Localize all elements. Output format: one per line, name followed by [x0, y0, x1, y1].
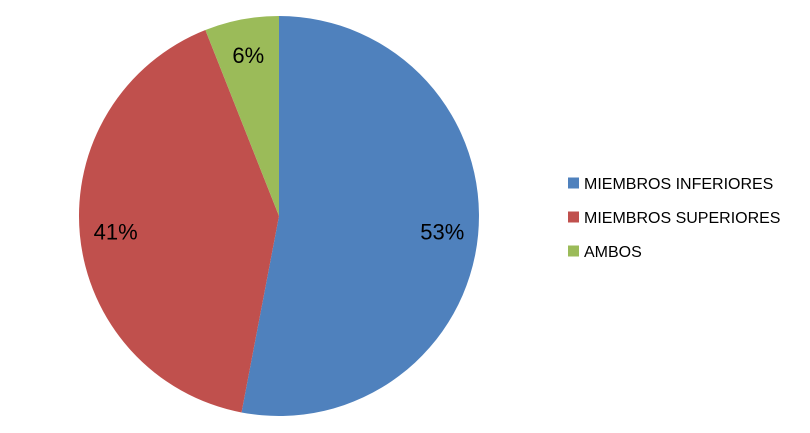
legend-swatch-2	[568, 211, 579, 223]
pie-slices	[78, 16, 479, 416]
pie-data-labels: 53% 41% 6%	[94, 43, 465, 244]
legend-entry-1: MIEMBROS INFERIORES	[584, 176, 773, 193]
pie-data-label-1: 53%	[420, 219, 464, 244]
pie-slice-3	[205, 16, 279, 216]
legend-entry-2: MIEMBROS SUPERIORES	[584, 210, 780, 227]
legend-swatch-3	[568, 245, 579, 257]
legend-swatch-1	[568, 177, 579, 189]
pie-slice-1	[241, 16, 479, 416]
pie-data-label-2: 41%	[94, 219, 138, 244]
pie-slice-2	[78, 30, 279, 413]
pie-data-label-3: 6%	[232, 43, 264, 68]
legend-entry-3: AMBOS	[584, 244, 642, 261]
legend: MIEMBROS INFERIORES MIEMBROS SUPERIORES AM…	[568, 176, 780, 261]
